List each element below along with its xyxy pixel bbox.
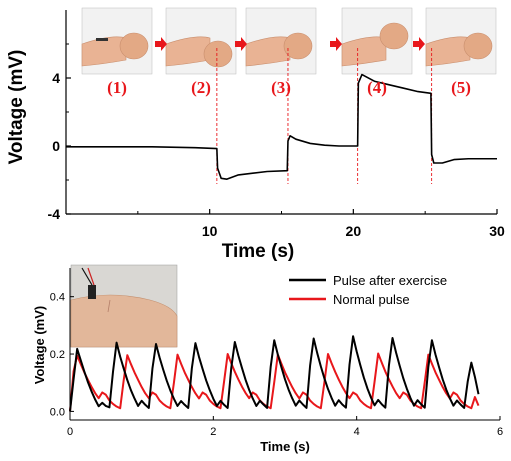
top-series xyxy=(66,73,497,180)
photo-label: (2) xyxy=(191,78,211,97)
bottom-x-axis-title: Time (s) xyxy=(260,439,310,454)
forearm-shape xyxy=(425,36,471,67)
photo-arrows xyxy=(155,37,425,51)
y-tick-label: 0 xyxy=(52,138,60,154)
bottom-ticks: 0.0 0.2 0.4 0 2 4 6 xyxy=(50,292,503,438)
x-tick-label: 4 xyxy=(354,426,360,438)
y-tick-label: 0.2 xyxy=(50,349,65,361)
forearm-shape xyxy=(341,36,387,67)
legend-label: Pulse after exercise xyxy=(333,273,447,288)
fist-shape xyxy=(119,32,149,60)
fist-shape xyxy=(463,32,493,60)
sensor-patch xyxy=(96,38,108,41)
arrow-icon xyxy=(155,37,167,51)
x-tick-label: 0 xyxy=(67,426,73,438)
photo-labels: (1) (2) (3) (4) (5) xyxy=(107,78,471,97)
bottom-axes xyxy=(69,268,500,421)
x-tick-label: 20 xyxy=(346,223,362,239)
photo-label: (3) xyxy=(271,78,291,97)
wrist-sensor-photo xyxy=(70,264,178,348)
top-chart: -4 0 4 10 20 30 (1) (2) (3) (4) (5) Time (s) Volt… xyxy=(6,7,505,262)
fist-shape xyxy=(203,40,233,68)
photo-label: (1) xyxy=(107,78,127,97)
pulse-trace xyxy=(69,352,480,412)
arrow-icon xyxy=(330,37,342,51)
arrow-icon xyxy=(413,37,425,51)
top-y-axis-title: Voltage (mV) xyxy=(6,50,27,165)
x-tick-label: 2 xyxy=(210,426,216,438)
top-x-axis-title: Time (s) xyxy=(222,241,295,262)
y-tick-label: -4 xyxy=(48,206,61,222)
x-tick-label: 30 xyxy=(489,223,505,239)
hand-crease xyxy=(107,299,111,313)
y-tick-label: 4 xyxy=(52,70,60,86)
sensor-wire xyxy=(87,267,95,286)
bottom-series xyxy=(69,335,480,412)
legend: Pulse after exercise Normal pulse xyxy=(289,273,447,307)
photo-label: (4) xyxy=(367,78,387,97)
y-tick-label: 0.0 xyxy=(50,406,65,418)
arrow-icon xyxy=(235,37,247,51)
fist-shape xyxy=(379,22,409,50)
forearm-shape xyxy=(245,36,291,67)
pulse-trace xyxy=(69,335,480,412)
hand-shape xyxy=(70,294,178,348)
photo-label: (5) xyxy=(451,78,471,97)
top-ticks: -4 0 4 10 20 30 xyxy=(48,43,505,239)
sensor-wire xyxy=(81,267,93,286)
bottom-y-axis-title: Voltage (mV) xyxy=(32,306,47,385)
top-photos xyxy=(81,7,497,75)
bottom-chart: 0.0 0.2 0.4 0 2 4 6 Pulse after exercise Normal… xyxy=(32,264,503,454)
x-tick-label: 10 xyxy=(202,223,218,239)
sensor-patch xyxy=(88,285,96,299)
x-tick-label: 6 xyxy=(497,426,503,438)
legend-label: Normal pulse xyxy=(333,292,410,307)
y-tick-label: 0.4 xyxy=(50,292,65,304)
voltage-trace xyxy=(66,73,497,180)
fist-shape xyxy=(283,32,313,60)
